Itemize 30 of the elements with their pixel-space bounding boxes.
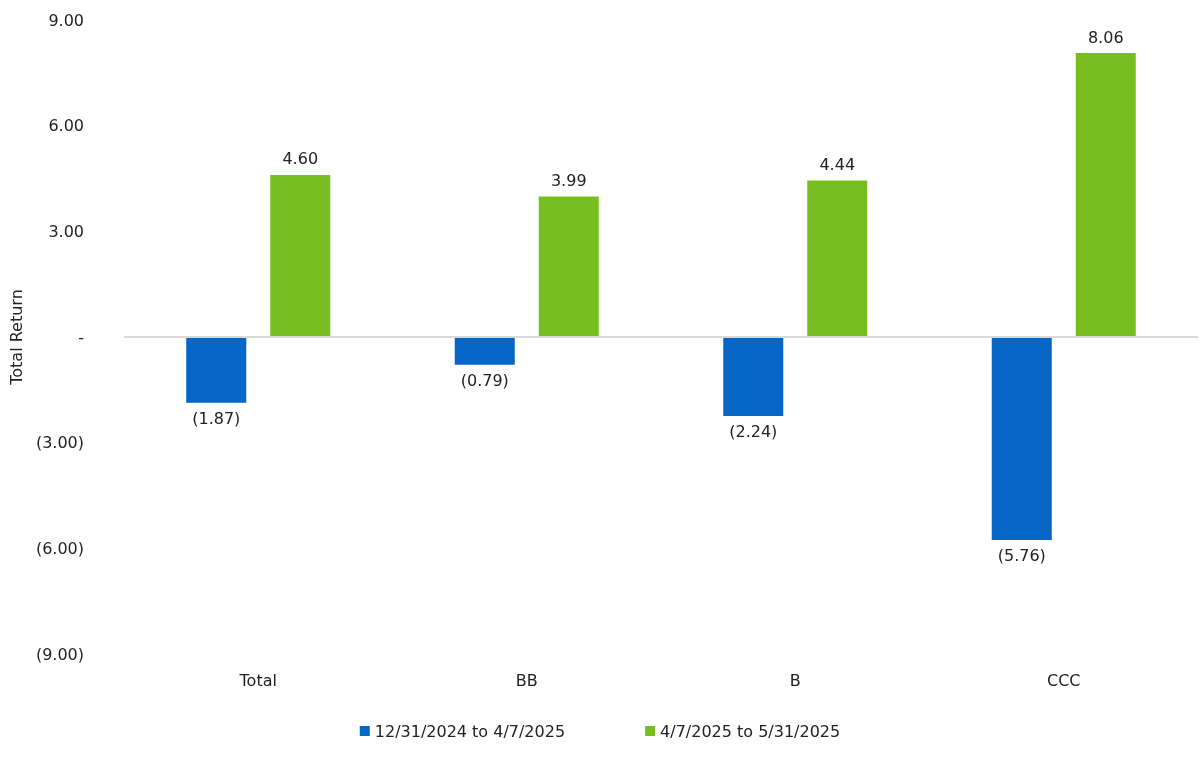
y-tick-label: (9.00) [35,644,84,664]
x-tick-label: CCC [1046,670,1081,690]
y-axis-title: Total Return [6,289,26,386]
data-label: (1.87) [192,409,241,429]
bar [186,337,247,403]
x-tick-label: Total [238,670,277,690]
y-tick-label: 3.00 [48,221,84,241]
data-label: 4.60 [282,149,319,169]
data-label: (5.76) [997,546,1046,566]
x-tick-label: BB [515,670,538,690]
data-label: (2.24) [729,422,778,442]
x-tick-label: B [789,670,801,690]
bar [454,337,515,365]
y-tick-label: (6.00) [35,538,84,558]
data-label: 3.99 [550,170,587,190]
bar [807,180,868,337]
bar [270,174,331,337]
y-tick-label: (3.00) [35,433,84,453]
legend-label: 4/7/2025 to 5/31/2025 [660,721,841,741]
data-label: (0.79) [460,371,509,391]
y-tick-label: - [78,327,84,347]
bar [538,196,599,337]
data-label: 4.44 [819,155,856,175]
bar [991,337,1052,540]
data-label: 8.06 [1087,27,1124,47]
legend-label: 12/31/2024 to 4/7/2025 [374,721,566,741]
y-tick-label: 9.00 [48,10,84,30]
bar [1075,53,1136,337]
bar [723,337,784,416]
y-tick-label: 6.00 [48,116,84,136]
